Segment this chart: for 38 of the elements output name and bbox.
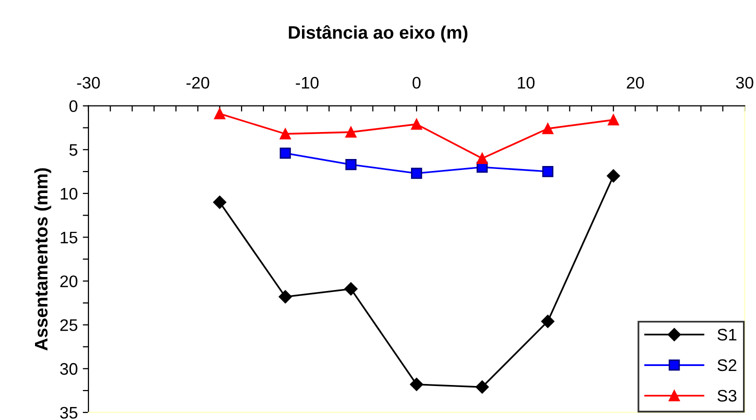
x-tick-label: -20 (186, 76, 210, 89)
point (345, 158, 356, 170)
point (606, 169, 620, 183)
legend-label: S1 (718, 328, 736, 341)
point (476, 380, 489, 394)
point (411, 118, 422, 130)
point (411, 168, 422, 179)
y-tick-label: 30 (60, 363, 78, 375)
point (608, 114, 619, 126)
point (541, 314, 554, 328)
y-tick-label: 15 (60, 232, 78, 244)
point (344, 282, 358, 296)
point (214, 108, 226, 120)
point (280, 128, 291, 140)
point (542, 123, 554, 134)
x-tick-label: 20 (626, 76, 644, 89)
y-tick-label: 20 (60, 275, 78, 288)
y-axis-title: Assentamentos (mm) (34, 168, 52, 350)
point (345, 126, 356, 138)
x-tick-label: -30 (77, 76, 100, 89)
x-tick-label: 30 (736, 76, 754, 89)
x-tick-label: -10 (296, 76, 319, 89)
point (278, 290, 292, 304)
point (280, 148, 291, 159)
chart-title: Distância ao eixo (m) (288, 25, 468, 42)
legend-label: S2 (718, 359, 736, 372)
y-tick-label: 0 (69, 100, 78, 112)
y-tick-label: 10 (60, 188, 78, 200)
point (213, 196, 226, 209)
y-tick-label: 5 (69, 144, 78, 156)
y-tick-label: 25 (60, 319, 78, 332)
point (476, 152, 488, 164)
point (410, 378, 424, 391)
y-tick-label: 35 (60, 406, 78, 419)
point (542, 166, 554, 178)
x-tick-label: 0 (412, 76, 421, 89)
legend-label: S3 (718, 390, 736, 402)
x-tick-label: 10 (518, 76, 535, 89)
